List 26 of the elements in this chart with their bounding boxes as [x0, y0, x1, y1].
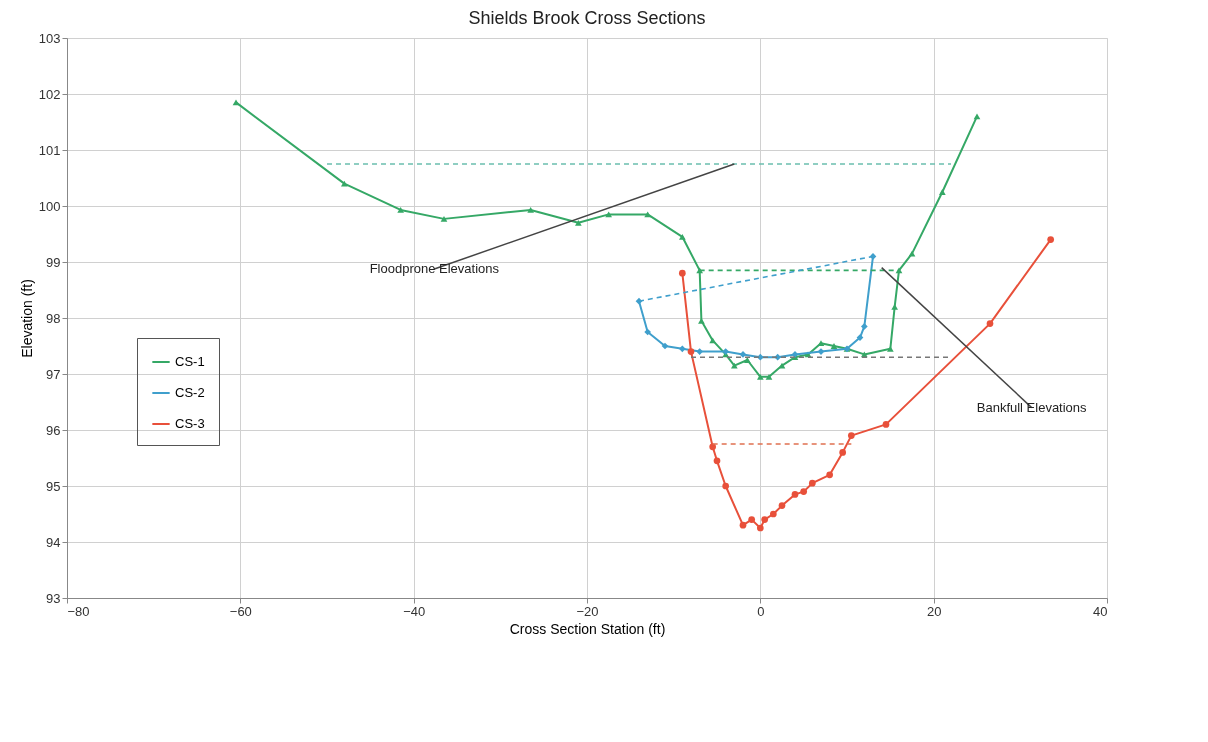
y-tick-label: 100: [38, 198, 61, 214]
y-axis-title: Elevation (ft): [18, 279, 35, 358]
y-tick-label: 98: [46, 310, 61, 326]
x-tick-label: −60: [229, 603, 252, 619]
x-tick-label: 20: [926, 603, 942, 619]
annotation: Floodprone Elevations: [369, 261, 500, 276]
x-tick-label: 40: [1093, 603, 1108, 619]
y-tick-label: 94: [46, 534, 61, 550]
y-tick-label: 95: [46, 478, 61, 494]
y-tick-label: 97: [46, 366, 61, 382]
x-tick-label: −40: [403, 603, 426, 619]
x-tick-label: 0: [757, 603, 765, 619]
chart-title: Shields Brook Cross Sections: [468, 8, 706, 28]
legend-label: CS-1: [175, 354, 205, 369]
legend-label: CS-3: [175, 416, 205, 431]
x-tick-label: −20: [576, 603, 599, 619]
y-tick-label: 102: [38, 86, 61, 102]
y-tick-label: 103: [38, 30, 61, 46]
y-tick-label: 93: [46, 590, 61, 606]
x-axis-title: Cross Section Station (ft): [509, 620, 666, 637]
y-tick-label: 99: [46, 254, 61, 270]
y-tick-label: 96: [46, 422, 61, 438]
annotation: Bankfull Elevations: [976, 399, 1088, 415]
y-tick-label: 101: [38, 142, 61, 158]
legend-label: CS-2: [175, 385, 205, 400]
x-tick-label: −80: [67, 603, 90, 619]
